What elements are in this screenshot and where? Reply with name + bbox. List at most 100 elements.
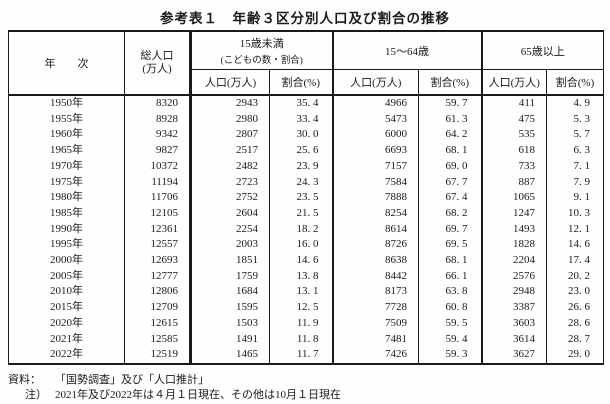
cell-15to64-ratio: 59. 4 xyxy=(418,331,483,348)
cell-15to64-ratio: 68. 1 xyxy=(418,143,483,159)
cell-total-population: 10372 xyxy=(124,158,192,175)
cell-65plus-population: 3627 xyxy=(481,347,548,364)
cell-total-population: 12105 xyxy=(124,205,192,222)
cell-year: 1980年 xyxy=(8,190,125,206)
cell-65plus-population: 2576 xyxy=(481,268,548,285)
cell-year: 2000年 xyxy=(8,253,125,269)
population-table: 年 次 総人口 (万人) 15歳未満 (こどもの数・割合) 15～64歳 65歳… xyxy=(8,30,605,365)
cell-15to64-population: 4966 xyxy=(332,95,420,112)
cell-total-population: 9342 xyxy=(124,127,192,144)
cell-under15-ratio: 23. 5 xyxy=(269,190,334,206)
cell-under15-ratio: 14. 6 xyxy=(269,253,334,269)
cell-65plus-ratio: 23. 0 xyxy=(568,285,591,298)
cell-year: 1965年 xyxy=(8,143,125,159)
cell-total-population: 9827 xyxy=(124,143,192,159)
cell-under15-population: 2980 xyxy=(190,111,270,128)
table-row: 2010年 12806 1684 13. 1 8173 63. 8 2948 2… xyxy=(8,284,604,301)
cell-total-population: 12585 xyxy=(124,331,192,348)
cell-15to64-ratio: 59. 3 xyxy=(418,347,483,364)
header-group-65plus: 65歳以上 xyxy=(481,31,604,70)
cell-15to64-population: 6693 xyxy=(332,143,420,159)
cell-65plus-population: 1247 xyxy=(481,205,548,222)
cell-under15-population: 2807 xyxy=(190,127,270,144)
source-text: 「国勢調査」及び「人口推計」 xyxy=(55,373,209,386)
cell-15to64-ratio: 69. 0 xyxy=(418,158,483,175)
table-row: 1980年 11706 2752 23. 5 7888 67. 4 1065 9… xyxy=(8,190,604,206)
subheader-ratio2: 割合(%) xyxy=(418,69,483,96)
cell-under15-population: 2723 xyxy=(190,174,270,191)
cell-65plus-ratio: 5. 7 xyxy=(573,128,591,141)
cell-65plus-population: 3614 xyxy=(481,331,548,348)
header-group-under15: 15歳未満 (こどもの数・割合) xyxy=(190,31,334,70)
cell-total-population: 8320 xyxy=(124,95,192,112)
cell-year: 1950年 xyxy=(8,95,125,112)
cell-year: 2010年 xyxy=(8,284,125,301)
cell-15to64-ratio: 61. 3 xyxy=(418,111,483,128)
cell-total-population: 12615 xyxy=(124,315,192,332)
cell-65plus-ratio: 17. 4 xyxy=(568,254,591,267)
cell-65plus-ratio: 12. 1 xyxy=(568,222,591,235)
cell-under15-ratio: 24. 3 xyxy=(269,174,334,191)
cell-15to64-ratio: 67. 7 xyxy=(418,174,483,191)
cell-15to64-ratio: 63. 8 xyxy=(418,284,483,301)
table-row: 2022年 12519 1465 11. 7 7426 59. 3 3627 2… xyxy=(8,347,604,364)
cell-under15-population: 2254 xyxy=(190,221,270,238)
cell-under15-ratio: 21. 5 xyxy=(269,205,334,222)
cell-65plus-ratio: 9. 1 xyxy=(573,191,591,204)
cell-total-population: 12361 xyxy=(124,221,192,238)
cell-total-population: 8928 xyxy=(124,111,192,128)
cell-15to64-population: 8173 xyxy=(332,284,420,301)
cell-year: 1960年 xyxy=(8,127,125,144)
cell-15to64-population: 8254 xyxy=(332,205,420,222)
subheader-pop2: 人口(万人) xyxy=(332,69,420,96)
cell-under15-ratio: 12. 5 xyxy=(269,300,334,316)
cell-15to64-population: 7584 xyxy=(332,174,420,191)
cell-65plus-population: 733 xyxy=(481,158,548,175)
cell-15to64-ratio: 60. 8 xyxy=(418,300,483,316)
table-row: 2000年 12693 1851 14. 6 8638 68. 1 2204 1… xyxy=(8,253,604,269)
cell-15to64-population: 7426 xyxy=(332,347,420,364)
header-under15-label: 15歳未満 xyxy=(239,38,284,50)
table-row: 1970年 10372 2482 23. 9 7157 69. 0 733 7.… xyxy=(8,158,604,175)
cell-year: 1955年 xyxy=(8,111,125,128)
header-total-line2: (万人) xyxy=(142,63,172,75)
cell-under15-population: 2752 xyxy=(190,190,270,206)
cell-total-population: 12557 xyxy=(124,237,192,254)
source-label: 資料： xyxy=(8,373,41,386)
cell-65plus-ratio: 20. 2 xyxy=(568,269,591,282)
table-row: 1990年 12361 2254 18. 2 8614 69. 7 1493 1… xyxy=(8,221,604,238)
cell-15to64-ratio: 68. 2 xyxy=(418,205,483,222)
page-title: 参考表１ 年齢３区分別人口及び割合の推移 xyxy=(160,11,450,26)
cell-under15-ratio: 25. 6 xyxy=(269,143,334,159)
cell-65plus-population: 411 xyxy=(481,95,548,112)
cell-65plus-ratio: 28. 7 xyxy=(568,332,591,345)
cell-year: 2022年 xyxy=(8,347,125,364)
cell-year: 1970年 xyxy=(8,158,125,175)
cell-65plus-ratio: 7. 1 xyxy=(573,159,591,172)
cell-65plus-ratio: 5. 3 xyxy=(573,112,591,125)
source-line: 資料： 「国勢調査」及び「人口推計」 xyxy=(8,373,610,388)
cell-15to64-population: 7509 xyxy=(332,315,420,332)
cell-under15-ratio: 30. 0 xyxy=(269,127,334,144)
cell-65plus-population: 1065 xyxy=(481,190,548,206)
cell-65plus-population: 887 xyxy=(481,174,548,191)
table-body: 1950年 8320 2943 35. 4 4966 59. 7 411 4. … xyxy=(8,95,604,364)
cell-15to64-ratio: 59. 7 xyxy=(418,95,483,112)
cell-15to64-ratio: 59. 5 xyxy=(418,315,483,332)
cell-65plus-population: 475 xyxy=(481,111,548,128)
table-row: 2005年 12777 1759 13. 8 8442 66. 1 2576 2… xyxy=(8,268,604,285)
cell-15to64-ratio: 68. 1 xyxy=(418,253,483,269)
cell-under15-ratio: 11. 8 xyxy=(269,331,334,348)
cell-65plus-population: 2948 xyxy=(481,284,548,301)
cell-under15-ratio: 18. 2 xyxy=(269,221,334,238)
table-row: 1995年 12557 2003 16. 0 8726 69. 5 1828 1… xyxy=(8,237,604,254)
cell-total-population: 12709 xyxy=(124,300,192,316)
subheader-pop3: 人口(万人) xyxy=(481,69,548,96)
cell-15to64-population: 6000 xyxy=(332,127,420,144)
cell-total-population: 12806 xyxy=(124,284,192,301)
cell-under15-population: 1465 xyxy=(190,347,270,364)
cell-under15-ratio: 23. 9 xyxy=(269,158,334,175)
subheader-ratio3: 割合(%) xyxy=(546,69,604,96)
cell-65plus-ratio: 28. 6 xyxy=(568,316,591,329)
